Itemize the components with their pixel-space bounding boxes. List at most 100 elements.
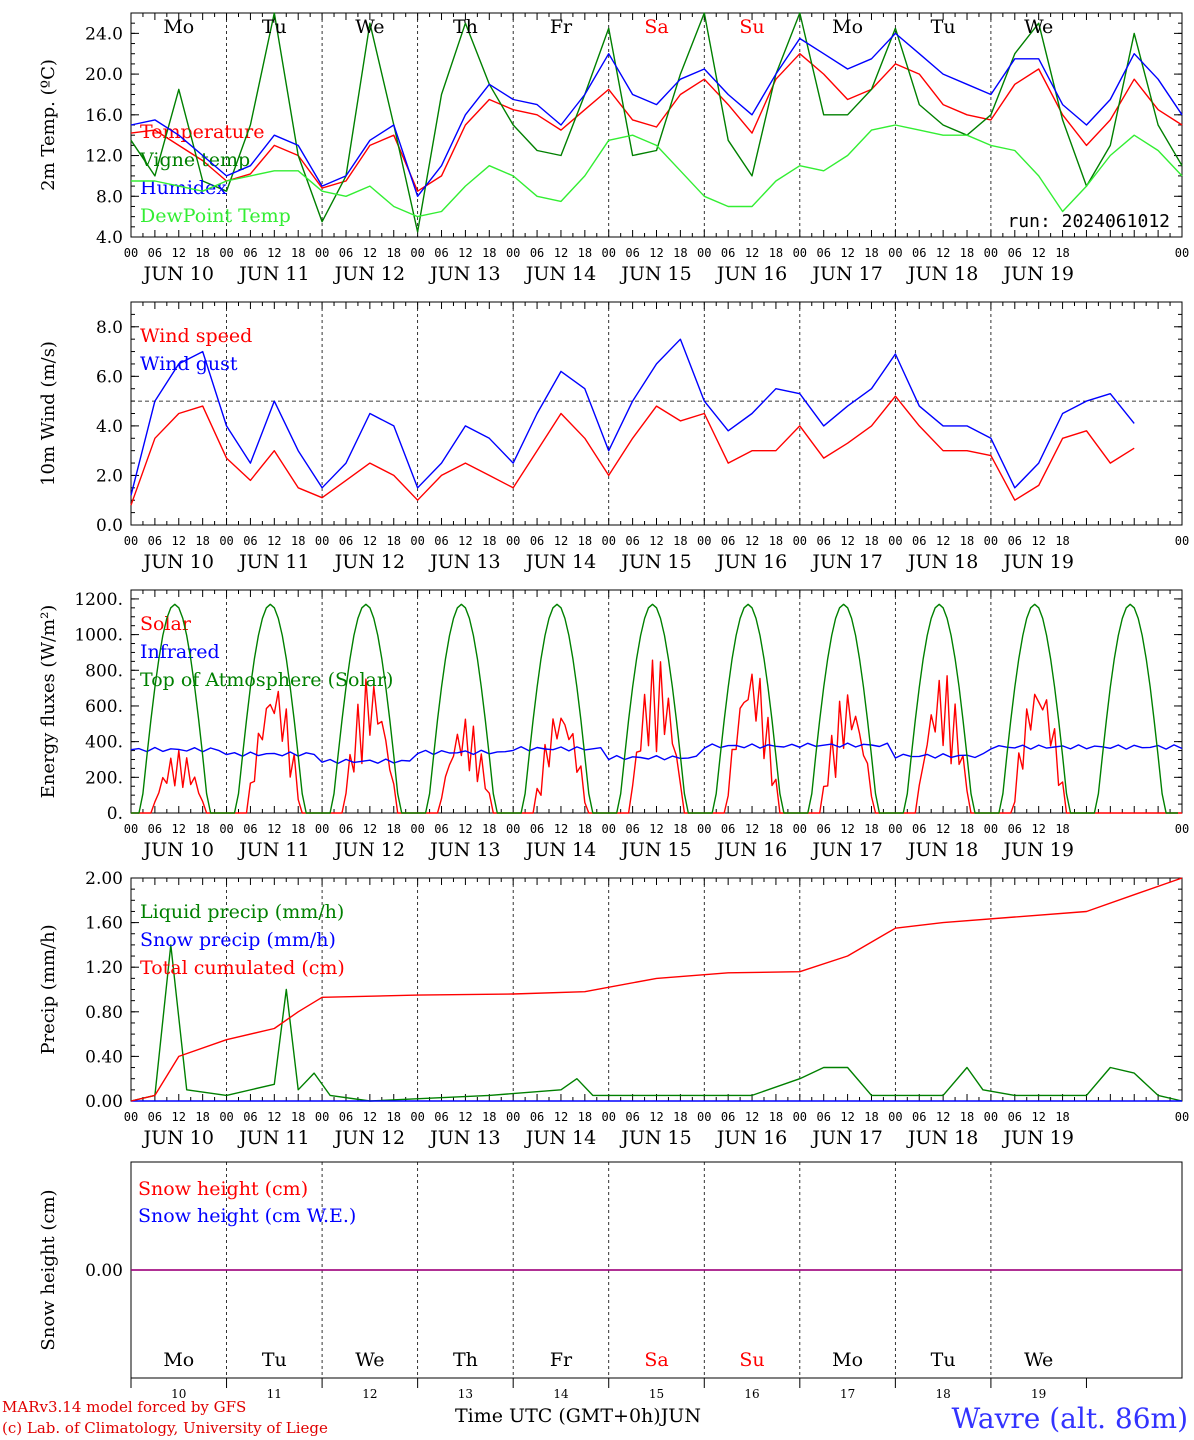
series-line-red [130, 395, 1135, 506]
weekday-label-top: Tu [931, 16, 956, 38]
hour-tick-label: 06 [625, 822, 639, 836]
legend-entry: Infrared [140, 641, 220, 663]
hour-tick-label: 00 [793, 1110, 807, 1124]
weekday-label-bottom: Tu [931, 1349, 956, 1371]
hour-tick-label: 06 [434, 534, 448, 548]
y-tick-label: 24.0 [85, 24, 123, 44]
hour-tick-label: 00 [697, 822, 711, 836]
hour-tick-label: 18 [482, 822, 496, 836]
day-number: 16 [744, 1387, 759, 1401]
y-tick-label: 20.0 [85, 65, 123, 85]
hour-tick-label: 12 [172, 534, 186, 548]
series-line-red [130, 877, 1183, 1102]
hour-tick-label: 06 [721, 1110, 735, 1124]
panel-frame [130, 589, 1183, 814]
y-axis-label: 2m Temp. (ºC) [38, 59, 59, 191]
y-tick-label: 1000. [74, 626, 123, 646]
day-label: JUN 19 [1001, 1127, 1073, 1149]
hour-tick-label: 06 [243, 1110, 257, 1124]
hour-tick-label: 00 [697, 1110, 711, 1124]
hour-tick-label: 12 [649, 822, 663, 836]
hour-tick-label: 12 [840, 534, 854, 548]
hour-tick-label: 00 [219, 534, 233, 548]
hour-tick-label: 12 [172, 822, 186, 836]
day-number: 17 [840, 1387, 855, 1401]
hour-tick-label: 18 [769, 822, 783, 836]
day-label: JUN 15 [619, 551, 691, 573]
hour-tick-label: 06 [148, 246, 162, 260]
day-number: 10 [171, 1387, 186, 1401]
hour-tick-label: 00 [410, 1110, 424, 1124]
hour-tick-label: 12 [267, 534, 281, 548]
hour-tick-label: 00 [888, 1110, 902, 1124]
hour-tick-label: 18 [482, 246, 496, 260]
day-label: JUN 17 [810, 551, 882, 573]
y-tick-label: 0. [107, 804, 123, 824]
weekday-label-bottom: Su [739, 1349, 764, 1371]
hour-tick-label: 00 [697, 246, 711, 260]
hour-tick-label: 12 [458, 1110, 472, 1124]
y-tick-label: 1.20 [85, 958, 123, 978]
hour-tick-label: 18 [673, 1110, 687, 1124]
legend-entry: Liquid precip (mm/h) [140, 901, 344, 923]
hour-tick-label: 00 [219, 1110, 233, 1124]
hour-tick-label: 06 [530, 1110, 544, 1124]
hour-tick-label: 00 [793, 246, 807, 260]
hour-tick-label: 00 [410, 534, 424, 548]
y-axis-label: 10m Wind (m/s) [38, 341, 59, 486]
y-tick-label: 2.00 [85, 869, 123, 889]
weekday-label-top: Tu [262, 16, 287, 38]
hour-tick-label: 12 [267, 1110, 281, 1124]
weekday-label-top: Fr [550, 16, 573, 38]
day-label: JUN 14 [524, 839, 596, 861]
hour-tick-label: 12 [1031, 246, 1045, 260]
hour-tick-label: 12 [649, 246, 663, 260]
series-line-blue [130, 338, 1135, 496]
hour-tick-label: 18 [195, 246, 209, 260]
hour-tick-label: 12 [554, 1110, 568, 1124]
hour-tick-label: 18 [387, 246, 401, 260]
panel-frame [130, 12, 1183, 238]
hour-tick-label: 06 [816, 246, 830, 260]
day-label: JUN 12 [333, 1127, 405, 1149]
hour-tick-label: 18 [673, 534, 687, 548]
hour-tick-label: 06 [721, 534, 735, 548]
hour-tick-label: 18 [387, 534, 401, 548]
hour-tick-label: 18 [960, 246, 974, 260]
weekday-label-top: Mo [832, 16, 863, 38]
hour-tick-label: 00 [315, 822, 329, 836]
y-tick-label: 1.60 [85, 914, 123, 934]
y-tick-label: 0.40 [85, 1047, 123, 1067]
hour-tick-label: 00 [506, 1110, 520, 1124]
day-number: 13 [458, 1387, 473, 1401]
day-label: JUN 10 [142, 551, 214, 573]
hour-tick-label: 12 [172, 1110, 186, 1124]
day-label: JUN 12 [333, 839, 405, 861]
hour-tick-label: 12 [363, 534, 377, 548]
legend-entry: Total cumulated (cm) [140, 957, 345, 979]
hour-tick-label: 00 [410, 246, 424, 260]
weekday-label-bottom: Fr [550, 1349, 573, 1371]
weekday-label-bottom: Th [453, 1349, 478, 1371]
hour-tick-label: 12 [745, 822, 759, 836]
y-tick-label: 6.0 [96, 367, 123, 387]
hour-tick-label: 18 [960, 822, 974, 836]
hour-tick-label: 06 [530, 822, 544, 836]
hour-tick-label: 12 [267, 246, 281, 260]
hour-tick-label: 12 [554, 246, 568, 260]
hour-tick-label: 00 [602, 822, 616, 836]
y-tick-label: 16.0 [85, 106, 123, 126]
y-axis-label: Energy fluxes (W/m²) [38, 605, 59, 799]
legend-entry: Top of Atmosphere (Solar) [140, 669, 393, 691]
hour-tick-label: 00 [1175, 822, 1189, 836]
hour-tick-label: 00 [888, 822, 902, 836]
weekday-label-top: Mo [163, 16, 194, 38]
hour-tick-label: 18 [864, 822, 878, 836]
station-label: Wavre (alt. 86m) [951, 1402, 1188, 1435]
weekday-label-bottom: Sa [644, 1349, 668, 1371]
hour-tick-label: 18 [195, 534, 209, 548]
hour-tick-label: 00 [984, 534, 998, 548]
day-label: JUN 13 [428, 839, 500, 861]
weekday-label-top: We [1024, 16, 1053, 38]
y-tick-label: 4.0 [96, 417, 123, 437]
